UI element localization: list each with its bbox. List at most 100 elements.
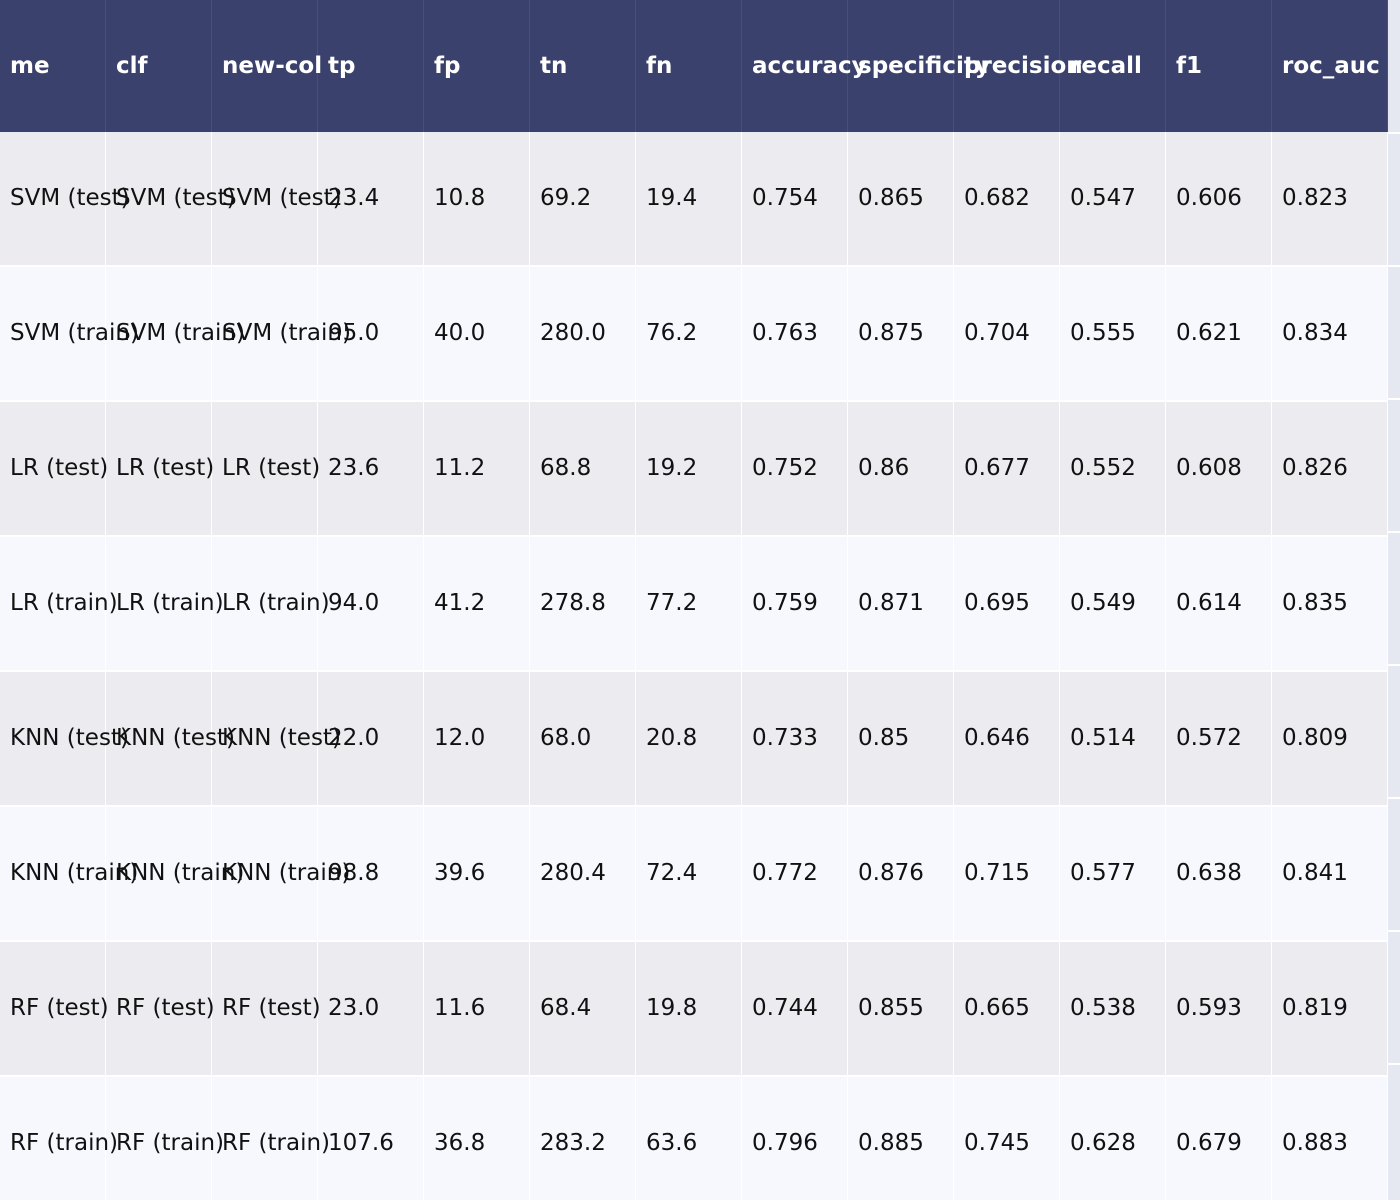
table-cell: 11.6	[424, 942, 530, 1075]
table-cell: SVM (test)	[106, 132, 236, 265]
column-header-recall[interactable]: recall	[1060, 0, 1166, 132]
table-cell: 20.8	[636, 672, 742, 805]
table-cell: 0.819	[1272, 942, 1388, 1075]
right-edge-segment	[1388, 666, 1400, 797]
table-cell: 77.2	[636, 537, 742, 670]
table-cell: 0.733	[742, 672, 848, 805]
right-edge-segment	[1388, 1065, 1400, 1200]
table-cell: 0.577	[1060, 807, 1166, 940]
right-edge-segment	[1388, 0, 1400, 132]
table-cell: LR (test)	[106, 402, 214, 535]
table-cell: 76.2	[636, 267, 742, 400]
table-header: me clf new-col tp fp tn fn accuracy spec…	[0, 0, 1388, 132]
table-cell: 0.86	[848, 402, 954, 535]
table-cell: 0.552	[1060, 402, 1166, 535]
table-cell: 0.606	[1166, 132, 1272, 265]
table-row[interactable]: LR (train) LR (train) LR (train) 94.0 41…	[0, 537, 1388, 672]
table-row[interactable]: KNN (test) KNN (test) KNN (test) 22.0 12…	[0, 672, 1388, 807]
table-cell: 63.6	[636, 1077, 742, 1200]
table-cell: 0.759	[742, 537, 848, 670]
right-edge-segment	[1388, 400, 1400, 531]
table-cell: 22.0	[318, 672, 424, 805]
table-cell: 0.514	[1060, 672, 1166, 805]
table-cell: 98.8	[318, 807, 424, 940]
table-cell: 0.865	[848, 132, 954, 265]
table-row[interactable]: RF (test) RF (test) RF (test) 23.0 11.6 …	[0, 942, 1388, 1077]
table-body: SVM (test) SVM (test) SVM (test) 23.4 10…	[0, 132, 1388, 1200]
table-row[interactable]: SVM (test) SVM (test) SVM (test) 23.4 10…	[0, 132, 1388, 267]
table-cell: 36.8	[424, 1077, 530, 1200]
table-cell: 0.621	[1166, 267, 1272, 400]
table-cell: LR (test)	[212, 402, 320, 535]
table-cell: 0.875	[848, 267, 954, 400]
table-cell: 0.628	[1060, 1077, 1166, 1200]
table-cell: KNN (train)	[0, 807, 138, 940]
table-cell: 0.835	[1272, 537, 1388, 670]
table-cell: 95.0	[318, 267, 424, 400]
table-cell: 0.715	[954, 807, 1060, 940]
right-edge-segment	[1388, 932, 1400, 1063]
table-cell: 0.772	[742, 807, 848, 940]
column-header-fn[interactable]: fn	[636, 0, 742, 132]
table-cell: 23.6	[318, 402, 424, 535]
table-cell: RF (train)	[106, 1077, 224, 1200]
table-cell: LR (train)	[212, 537, 330, 670]
table-row[interactable]: KNN (train) KNN (train) KNN (train) 98.8…	[0, 807, 1388, 942]
table-row[interactable]: LR (test) LR (test) LR (test) 23.6 11.2 …	[0, 402, 1388, 537]
column-header-specificity[interactable]: specificity	[848, 0, 990, 132]
column-header-accuracy[interactable]: accuracy	[742, 0, 867, 132]
column-header-new-col[interactable]: new-col	[212, 0, 322, 132]
column-header-fp[interactable]: fp	[424, 0, 530, 132]
table-row[interactable]: SVM (train) SVM (train) SVM (train) 95.0…	[0, 267, 1388, 402]
table-cell: 68.8	[530, 402, 636, 535]
table-cell: RF (test)	[212, 942, 321, 1075]
table-cell: 0.608	[1166, 402, 1272, 535]
table-cell: 0.572	[1166, 672, 1272, 805]
table-cell: 40.0	[424, 267, 530, 400]
table-cell: 0.885	[848, 1077, 954, 1200]
column-header-tn[interactable]: tn	[530, 0, 636, 132]
table-cell: 94.0	[318, 537, 424, 670]
table-cell: 69.2	[530, 132, 636, 265]
table-cell: 280.0	[530, 267, 636, 400]
table-cell: RF (test)	[0, 942, 109, 1075]
table-cell: KNN (test)	[212, 672, 341, 805]
table-row[interactable]: RF (train) RF (train) RF (train) 107.6 3…	[0, 1077, 1388, 1200]
column-header-me[interactable]: me	[0, 0, 106, 132]
table-cell: 23.4	[318, 132, 424, 265]
table-cell: 0.704	[954, 267, 1060, 400]
table-cell: 72.4	[636, 807, 742, 940]
table-cell: 0.855	[848, 942, 954, 1075]
table-cell: 0.871	[848, 537, 954, 670]
table-cell: 0.796	[742, 1077, 848, 1200]
table-cell: 0.744	[742, 942, 848, 1075]
table-cell: 0.841	[1272, 807, 1388, 940]
right-edge-segment	[1388, 799, 1400, 930]
table-cell: 0.823	[1272, 132, 1388, 265]
table-cell: 0.883	[1272, 1077, 1388, 1200]
table-cell: 107.6	[318, 1077, 424, 1200]
table-cell: 0.538	[1060, 942, 1166, 1075]
table-cell: 12.0	[424, 672, 530, 805]
table-cell: 11.2	[424, 402, 530, 535]
column-header-clf[interactable]: clf	[106, 0, 212, 132]
table-cell: 0.85	[848, 672, 954, 805]
table-cell: LR (test)	[0, 402, 108, 535]
table-cell: 0.876	[848, 807, 954, 940]
table-cell: 19.8	[636, 942, 742, 1075]
table-cell: 0.754	[742, 132, 848, 265]
table-cell: SVM (train)	[0, 267, 139, 400]
column-header-f1[interactable]: f1	[1166, 0, 1272, 132]
table-cell: 0.834	[1272, 267, 1388, 400]
table-cell: SVM (train)	[106, 267, 245, 400]
table-cell: 23.0	[318, 942, 424, 1075]
table-cell: 0.752	[742, 402, 848, 535]
table-cell: 0.547	[1060, 132, 1166, 265]
table-cell: 0.809	[1272, 672, 1388, 805]
column-header-roc-auc[interactable]: roc_auc	[1272, 0, 1388, 132]
column-header-precision[interactable]: precision	[954, 0, 1083, 132]
table-cell: RF (test)	[106, 942, 215, 1075]
table-cell: 0.665	[954, 942, 1060, 1075]
column-header-tp[interactable]: tp	[318, 0, 424, 132]
